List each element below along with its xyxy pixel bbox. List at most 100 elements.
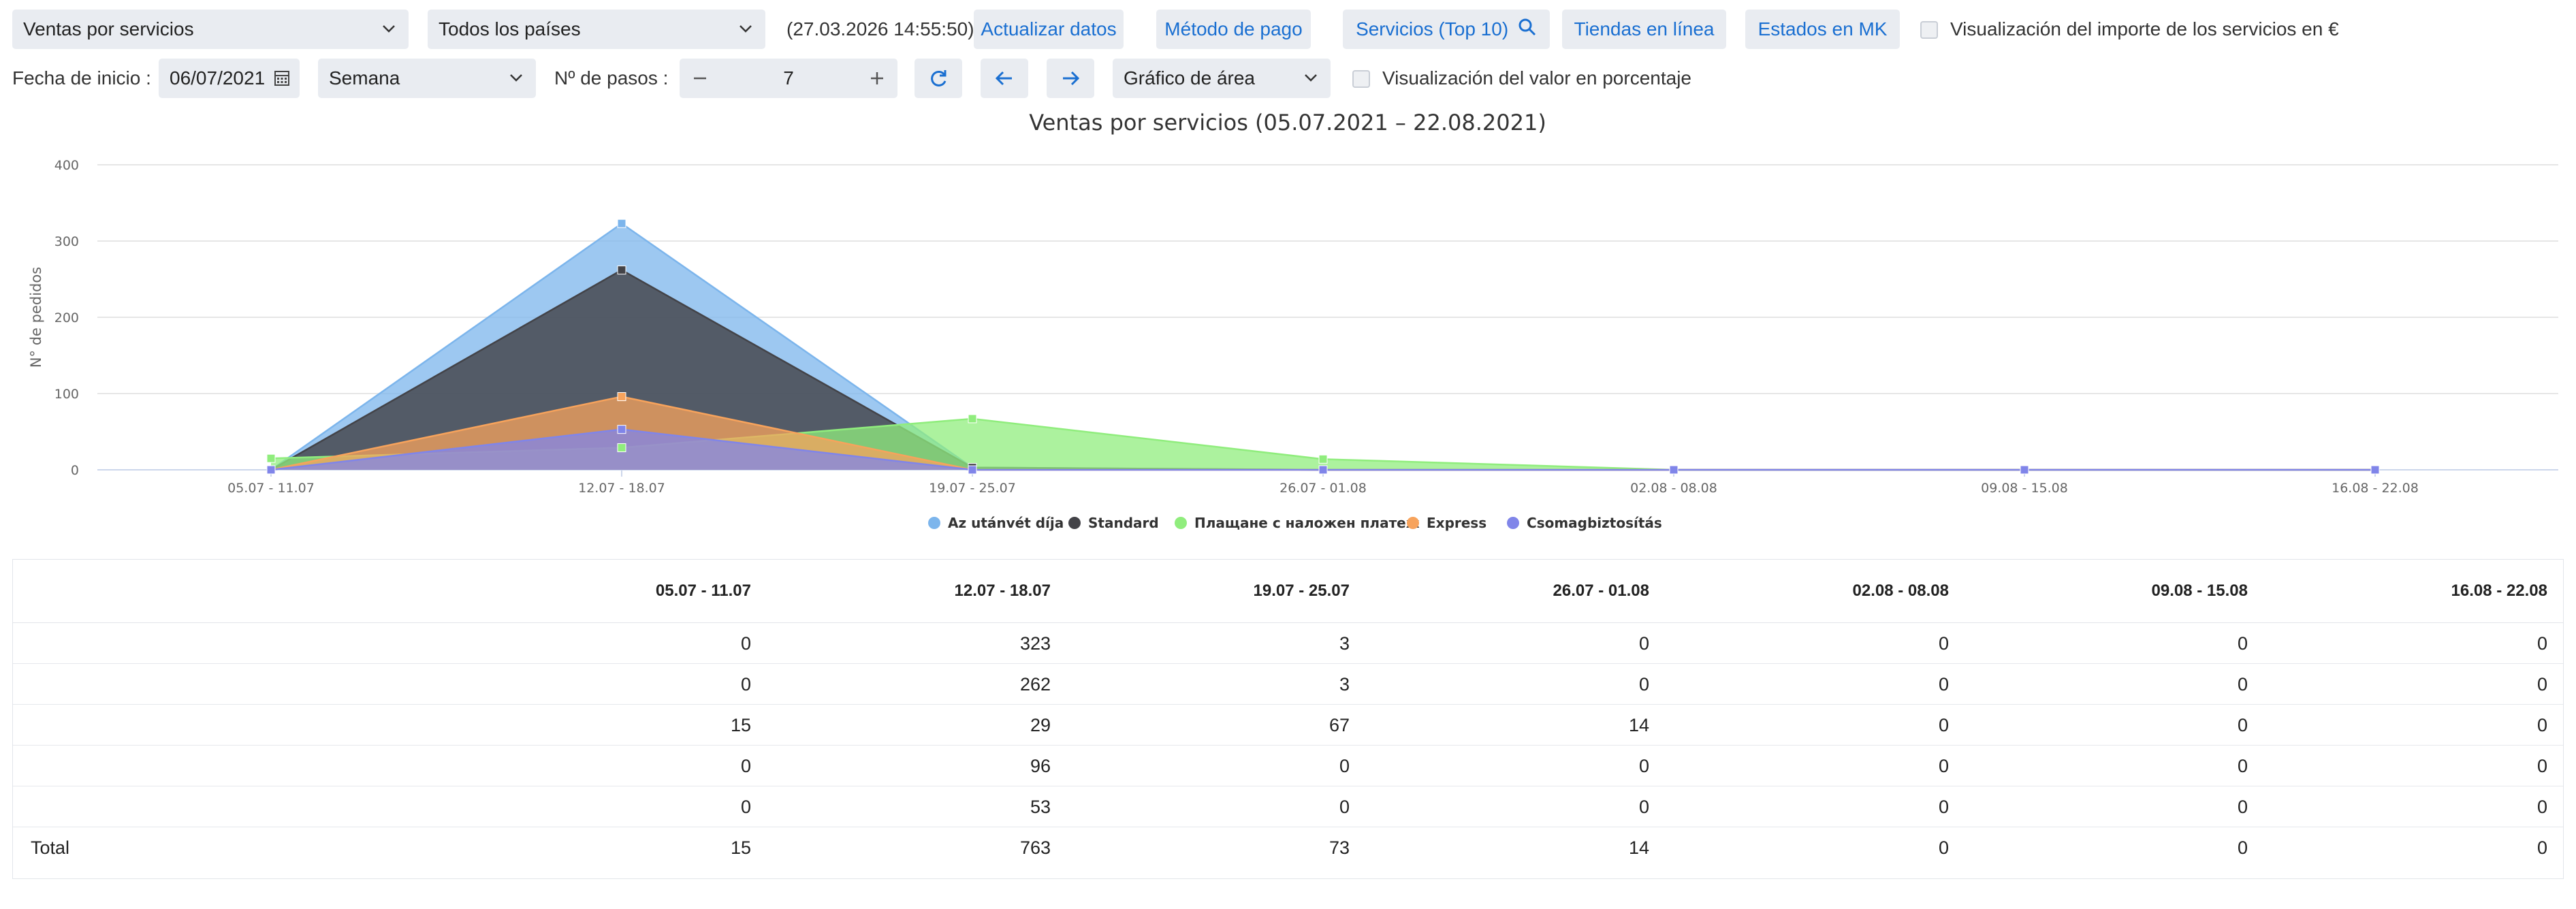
table-header-cell: 16.08 - 22.08 (2451, 581, 2547, 600)
services-data-table: 05.07 - 11.07 12.07 - 18.07 19.07 - 25.07 2… (12, 559, 2564, 879)
services-area-chart: Ventas por servicios (05.07.2021 – 22.08… (0, 102, 2576, 545)
table-cell: 0 (740, 633, 751, 654)
table-cell: 0 (1638, 674, 1649, 695)
legend-marker (1407, 517, 1419, 529)
toolbar: Ventas por servicios Todos los países (2… (0, 10, 2576, 50)
data-point (617, 392, 626, 401)
amount-euro-checkbox[interactable] (1920, 21, 1938, 39)
total-cell: 73 (1329, 838, 1350, 858)
plus-icon[interactable] (869, 59, 885, 112)
period-select-value: Semana (329, 67, 400, 89)
chevron-down-icon (1303, 59, 1318, 113)
data-point (2020, 465, 2029, 475)
refresh-icon (928, 70, 949, 103)
legend-label: Csomagbiztosítás (1527, 515, 1662, 531)
table-cell: 15 (730, 715, 751, 735)
table-cell: 0 (1938, 674, 1949, 695)
period-select[interactable]: Semana (318, 59, 536, 98)
percent-label: Visualización del valor en porcentaje (1382, 67, 1691, 89)
table-cell: 3 (1339, 674, 1350, 695)
arrow-right-icon (1060, 71, 1081, 103)
data-point (1318, 454, 1328, 464)
payment-method-button[interactable]: Método de pago (1156, 10, 1311, 49)
table-cell: 0 (2537, 674, 2547, 695)
x-tick-label: 26.07 - 01.08 (1279, 481, 1367, 496)
data-point (617, 219, 626, 228)
total-cell: 14 (1628, 838, 1649, 858)
table-cell: 0 (2237, 756, 2248, 776)
report-select-value: Ventas por servicios (23, 18, 194, 39)
online-stores-button[interactable]: Tiendas en línea (1562, 10, 1726, 49)
table-cell: 0 (1938, 756, 1949, 776)
arrow-left-icon (994, 71, 1015, 103)
table-cell: 0 (1638, 756, 1649, 776)
table-cell: 0 (2537, 797, 2547, 817)
table-cell: 0 (1938, 633, 1949, 654)
total-cell: 0 (2237, 838, 2248, 858)
services-top10-button[interactable]: Servicios (Top 10) (1343, 10, 1550, 49)
table-cell: 0 (1938, 715, 1949, 735)
total-cell: 0 (2537, 838, 2547, 858)
table-cell: 0 (2237, 797, 2248, 817)
filter-bar: Fecha de inicio : 06/07/2021 Semana Nº d… (0, 59, 2576, 99)
start-date-value: 06/07/2021 (170, 67, 266, 89)
x-tick-label: 16.08 - 22.08 (2332, 481, 2419, 496)
table-cell: 262 (1019, 674, 1051, 695)
series-area (271, 429, 2375, 470)
y-axis-label: N° de pedidos (28, 267, 44, 368)
steps-stepper[interactable]: 7 (680, 59, 897, 98)
chart-type-select-value: Gráfico de área (1124, 67, 1255, 89)
total-cell: 0 (1938, 838, 1949, 858)
x-tick-label: 12.07 - 18.07 (578, 481, 665, 496)
total-label: Total (31, 838, 70, 858)
table-cell: 0 (1339, 756, 1350, 776)
data-point (1318, 465, 1328, 475)
table-cell: 0 (2237, 715, 2248, 735)
y-tick-label: 200 (54, 310, 79, 325)
row-divider (13, 745, 2563, 746)
x-tick-label: 19.07 - 25.07 (929, 481, 1016, 496)
table-cell: 96 (1030, 756, 1051, 776)
table-cell: 0 (1638, 797, 1649, 817)
percent-checkbox[interactable] (1352, 70, 1370, 88)
country-select-value: Todos los países (439, 18, 581, 39)
amount-euro-label: Visualización del importe de los servici… (1950, 18, 2339, 39)
chart-type-select[interactable]: Gráfico de área (1113, 59, 1331, 98)
data-point (617, 443, 626, 453)
table-header-cell: 26.07 - 01.08 (1553, 581, 1649, 600)
table-cell: 0 (2537, 633, 2547, 654)
x-tick-label: 09.08 - 15.08 (1981, 481, 2068, 496)
chart-svg: Ventas por servicios (05.07.2021 – 22.08… (28, 110, 2558, 531)
update-data-button[interactable]: Actualizar datos (974, 10, 1124, 49)
table-cell: 0 (2537, 715, 2547, 735)
next-period-button[interactable] (1047, 59, 1094, 98)
table-cell: 0 (2237, 633, 2248, 654)
calendar-icon[interactable] (271, 59, 290, 98)
data-point (1669, 465, 1679, 475)
report-select[interactable]: Ventas por servicios (12, 10, 409, 49)
x-tick-label: 02.08 - 08.08 (1630, 481, 1717, 496)
data-point (968, 414, 977, 424)
chevron-down-icon (509, 59, 524, 113)
table-cell: 0 (740, 797, 751, 817)
start-date-input[interactable]: 06/07/2021 (159, 59, 300, 98)
country-select[interactable]: Todos los países (428, 10, 765, 49)
table-header-cell: 09.08 - 15.08 (2151, 581, 2248, 600)
table-cell: 53 (1030, 797, 1051, 817)
table-header-cell: 12.07 - 18.07 (954, 581, 1051, 600)
table-cell: 0 (1638, 633, 1649, 654)
table-cell: 0 (1938, 797, 1949, 817)
table-cell: 14 (1628, 715, 1649, 735)
table-header: 05.07 - 11.07 12.07 - 18.07 19.07 - 25.07 2… (13, 560, 2563, 623)
minus-icon[interactable] (692, 59, 708, 112)
mk-states-button[interactable]: Estados en MK (1745, 10, 1900, 49)
chevron-down-icon (738, 10, 753, 64)
refresh-button[interactable] (915, 59, 962, 98)
legend-label: Плащане с наложен платеж (1194, 515, 1420, 531)
data-point (617, 425, 626, 434)
previous-period-button[interactable] (981, 59, 1028, 98)
y-tick-label: 100 (54, 387, 79, 402)
data-point (266, 465, 276, 475)
steps-value[interactable]: 7 (783, 67, 794, 89)
y-tick-label: 0 (71, 463, 79, 478)
